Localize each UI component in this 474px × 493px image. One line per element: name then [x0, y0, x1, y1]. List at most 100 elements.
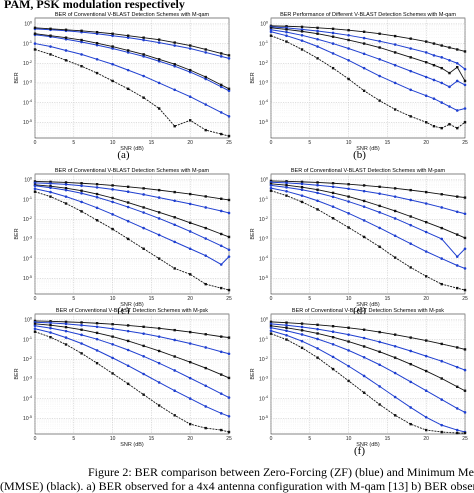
data-point	[362, 391, 366, 394]
data-point	[463, 288, 467, 292]
data-point	[142, 211, 145, 214]
data-point	[33, 181, 37, 185]
data-point	[463, 236, 467, 240]
data-point	[95, 322, 99, 325]
x-tick-label: 10	[110, 296, 116, 302]
data-point	[285, 333, 288, 337]
data-point	[269, 182, 273, 186]
data-point	[49, 27, 52, 31]
y-tick-label: 10-4	[259, 255, 268, 262]
data-point	[111, 327, 114, 331]
data-point	[448, 46, 451, 49]
data-point	[316, 29, 319, 33]
data-point	[463, 389, 467, 392]
data-point	[142, 53, 145, 56]
data-point	[448, 123, 451, 126]
data-point	[227, 198, 231, 202]
data-point	[331, 330, 335, 334]
data-point	[269, 320, 273, 324]
data-point	[33, 42, 37, 45]
data-point	[126, 348, 130, 352]
x-axis-label: SNR (dB)	[356, 442, 380, 448]
data-point	[157, 188, 161, 192]
data-point	[463, 431, 467, 435]
data-point	[95, 183, 99, 186]
data-point	[448, 85, 451, 89]
series-line	[270, 330, 466, 433]
data-point	[425, 369, 428, 373]
data-point	[331, 205, 335, 208]
series-mmse-5	[269, 332, 467, 435]
series-line	[270, 190, 466, 291]
data-point	[424, 75, 428, 79]
data-point	[111, 335, 114, 338]
data-point	[173, 216, 176, 219]
data-point	[219, 412, 223, 415]
data-point	[204, 206, 208, 209]
series-line	[34, 184, 230, 238]
data-point	[285, 30, 288, 34]
data-point	[432, 64, 436, 67]
y-tick-label: 10-3	[259, 80, 268, 87]
y-tick-label: 10-3	[259, 376, 268, 383]
data-point	[49, 180, 52, 184]
series-mmse-0	[33, 180, 231, 202]
data-point	[378, 330, 381, 334]
data-point	[157, 233, 161, 237]
data-point	[157, 404, 161, 407]
y-tick-label: 100	[260, 177, 268, 184]
data-point	[393, 209, 397, 213]
data-point	[227, 396, 231, 399]
data-point	[269, 186, 273, 190]
data-point	[227, 235, 231, 239]
data-point	[219, 209, 223, 213]
data-point	[285, 190, 288, 193]
data-point	[126, 324, 130, 327]
y-tick-label: 10-5	[23, 275, 32, 282]
data-point	[393, 256, 397, 259]
data-point	[455, 264, 459, 267]
data-point	[347, 340, 350, 343]
data-point	[64, 329, 68, 333]
data-point	[285, 329, 288, 333]
data-point	[316, 208, 319, 211]
series-zf-2	[33, 33, 231, 93]
series-line	[34, 323, 230, 379]
data-point	[285, 194, 288, 197]
chart-panel-a: BER of Conventional V-BLAST Detection Sc…	[11, 10, 236, 167]
data-point	[157, 257, 161, 260]
data-point	[424, 230, 428, 234]
data-point	[126, 382, 130, 386]
data-point	[111, 227, 114, 231]
data-point	[347, 326, 350, 329]
series-mmse-0	[269, 179, 467, 199]
data-point	[111, 47, 114, 50]
ber-chart-d: BER of Conventional V-BLAST Detection Sc…	[250, 168, 468, 308]
data-point	[220, 335, 223, 338]
x-tick-label: 10	[346, 436, 352, 442]
data-point	[227, 414, 231, 418]
data-point	[204, 195, 207, 198]
data-point	[188, 247, 192, 251]
data-point	[173, 369, 176, 372]
data-point	[80, 189, 83, 192]
data-point	[204, 426, 207, 430]
data-point	[440, 342, 443, 346]
data-point	[331, 191, 335, 195]
x-tick-label: 15	[149, 436, 155, 442]
series-zf-4	[33, 42, 231, 118]
series-line	[34, 27, 230, 56]
series-mmse-5	[269, 189, 467, 292]
series-line	[270, 25, 466, 52]
data-point	[204, 103, 208, 106]
data-point	[362, 219, 366, 222]
data-point	[316, 347, 319, 350]
series-line	[270, 323, 466, 371]
data-point	[455, 61, 459, 65]
data-point	[126, 34, 130, 37]
x-tick-label: 15	[385, 296, 391, 302]
data-point	[173, 240, 176, 244]
grid-lines	[34, 174, 230, 294]
data-point	[300, 34, 304, 37]
series-line	[34, 182, 230, 214]
